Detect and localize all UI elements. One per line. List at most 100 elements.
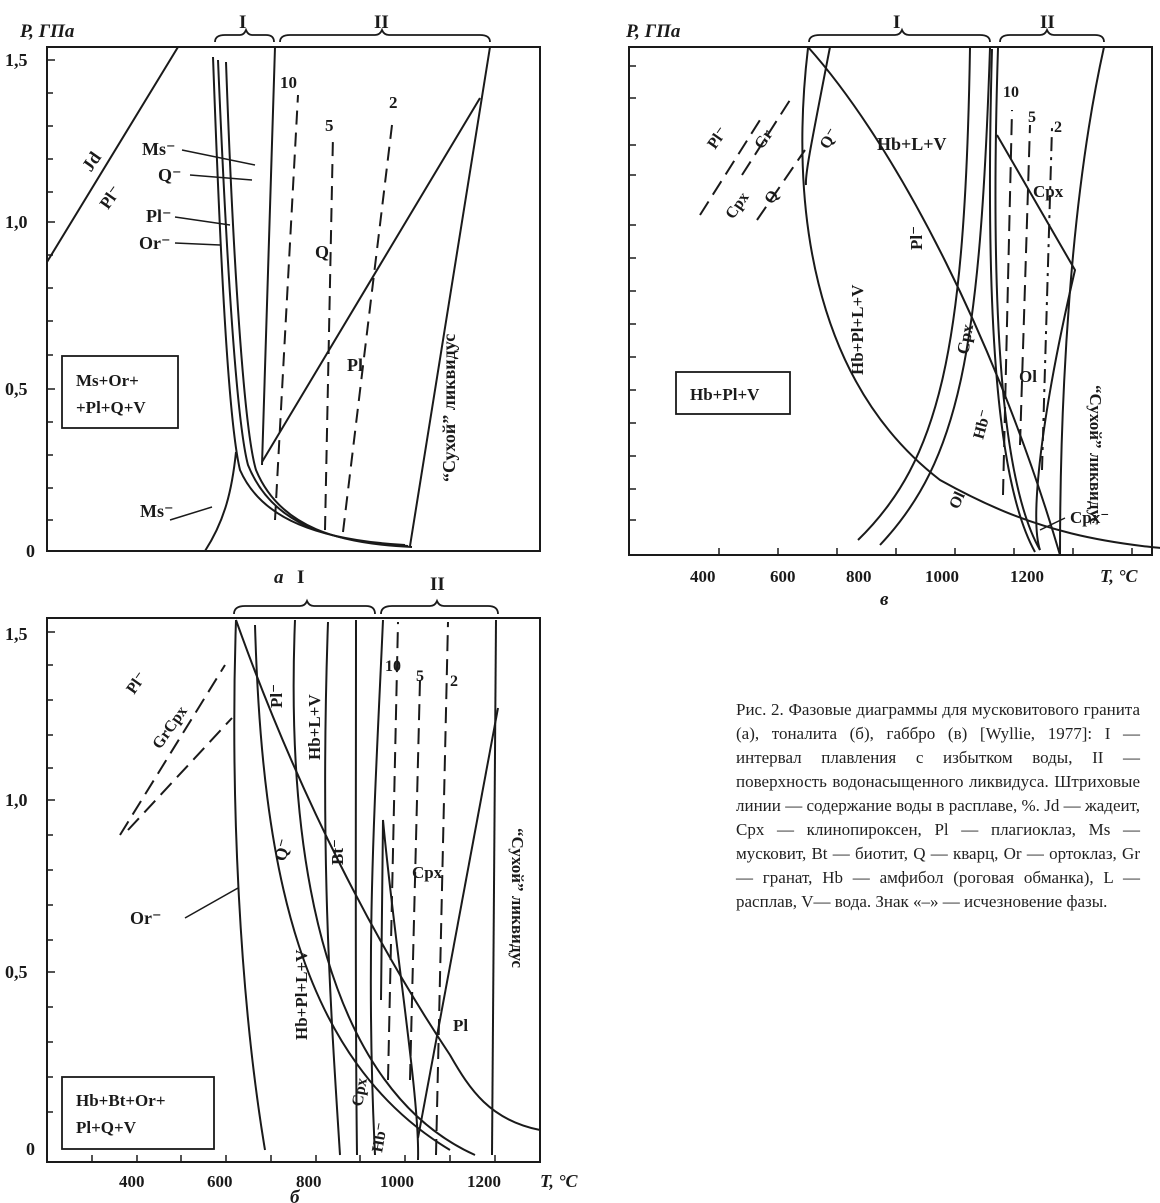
panel-b-dash-2 [127,717,233,831]
panel-v-hb-inner [988,48,1036,553]
panel-v-dash-1 [699,119,761,216]
panel-b-water-2 [435,621,449,1156]
panel-a-leader-pl [174,216,231,226]
panel-a-tick-10: 1,0 [5,212,28,232]
panel-v-cpx-right-label: Cpx [1033,182,1064,201]
panel-b-pl-curve [235,619,541,1131]
panel-v-frame [628,46,1153,556]
panel-a-bracket-ii-label: II [374,12,389,33]
panel-b-tick-10: 1,0 [5,790,28,810]
panel-v-bracket-ii-label: II [1040,12,1055,33]
panel-v-water-5 [1019,124,1031,446]
panel-b-tick-15: 1,5 [5,624,28,644]
panel-a-dry-liquidus-label: “Сухой” ликвидус [439,334,459,482]
figure-caption: Рис. 2. Фазовые диаграммы для мусковитов… [736,700,1140,911]
panel-v-water-2-label: 2 [1054,119,1062,136]
panel-b-bt-label: Bt⁻ [328,839,347,865]
panel-v-box-line1: Hb+Pl+V [690,385,760,404]
panel-a-water-5-label: 5 [325,116,334,135]
panel-v-t-label: T, °C [1100,566,1139,586]
panel-b-pl-left-label: Pl⁻ [123,669,150,697]
panel-b-tick-05: 0,5 [5,962,28,982]
panel-b [46,598,541,1163]
panel-b-y-ticks [47,631,55,1113]
panel-v-ol2-label: Ol [1019,367,1037,386]
panel-b-liquidus [491,619,497,1156]
panel-a-liquidus [409,46,491,547]
panel-b-water-5-label: 5 [416,668,424,685]
panel-a-water-10 [274,94,299,521]
panel-b-cpx-label: Cpx [349,1077,371,1108]
panel-v-assemblage-box [675,371,791,415]
panel-a-ms-low-label: Ms⁻ [140,501,174,521]
panel-v-water-10 [1002,109,1013,496]
panel-b-grcpx-label: GrCpx [149,703,190,752]
panel-b-cpx-right-label: Cpx [412,863,443,882]
panel-b-water-5 [409,679,421,1081]
panel-v-t-1200: 1200 [1010,567,1044,586]
panel-a-water-2 [342,124,393,533]
panel-a-jd-curve [46,46,179,263]
panel-b-t-400: 400 [119,1172,145,1191]
panel-v-water-10-label: 10 [1003,84,1019,101]
panel-b-bracket-ii [380,598,499,615]
panel-a-bracket-i-label: I [239,12,246,33]
panel-b-t-label: T, °C [540,1171,579,1191]
panel-v-hbpllv-label: Hb+Pl+L+V [848,284,867,375]
panel-b-water-2-label: 2 [450,673,458,690]
panel-a-ms-label: Ms⁻ [142,139,176,159]
panel-b-or-curve [233,619,266,1151]
panel-a-tick-15: 1,5 [5,50,28,70]
panel-b-x-ticks [91,1155,496,1162]
panel-v-bracket-i [808,27,991,43]
panel-v-bracket-i-label: I [893,12,900,33]
panel-b-dry-liquidus-label: “Сухой” ликвидус [508,828,527,968]
panel-b-t-1000: 1000 [380,1172,414,1191]
panel-v-t-1000: 1000 [925,567,959,586]
panel-v-cpx-mid-label: Cpx [953,322,977,356]
panel-v-cpx-curve-1 [857,47,971,541]
panel-b-tick-0: 0 [26,1139,35,1159]
panel-a-water-2-label: 2 [389,93,398,112]
panel-v-ol-label: Ol [946,489,969,512]
panel-b-hb-label: Hb⁻ [369,1121,391,1153]
panel-a-water-5 [324,134,334,531]
panel-v [628,27,1160,556]
panel-b-hblv-curve [324,621,341,1156]
panel-a-tick-0: 0 [26,541,35,561]
panel-a-frame [46,46,541,552]
panel-a-y-ticks [47,59,55,521]
panel-a-q-curve [225,61,413,548]
panel-b-leader-or [184,887,239,919]
panel-b-assemblage-box [61,1076,215,1150]
panel-a-leader-ms [181,149,256,166]
panel-b-hbpllv-label: Hb+Pl+L+V [292,949,311,1040]
panel-a-pl-boundary [261,97,481,463]
panel-a-ms-low-curve [204,451,237,552]
panel-v-leader-cpx [1039,517,1066,531]
panel-v-t-600: 600 [770,567,796,586]
panel-v-bracket-ii [999,27,1105,43]
panel-v-ol-curve [996,134,1077,551]
panel-v-p-label: P, ГПа [625,21,681,42]
panel-v-cpx-low-label: Cpx⁻ [1070,508,1109,527]
panel-a-letter: а [274,567,284,588]
panel-v-hblv-label: Hb+L+V [877,134,947,154]
panel-b-text: 1,5 1,0 0,5 0 400 600 800 1000 1200 T, °… [5,574,579,1203]
panel-b-q-curve [254,624,451,1151]
panel-b-water-10 [387,621,399,1081]
panel-a-q-label: Q⁻ [158,165,182,185]
panel-a-jd-label: Jd [78,148,105,175]
panel-b-hblv-label: Hb+L+V [305,694,324,760]
panel-b-pl-top-label: Pl⁻ [267,684,286,708]
panel-a-leader-ms-low [169,506,213,521]
panel-v-t-800: 800 [846,567,872,586]
panel-v-hb-outer [994,47,1041,551]
panel-v-pl-label: Pl⁻ [704,124,731,152]
panel-v-pl-mid-label: Pl⁻ [907,226,926,250]
panel-a-bracket-ii [279,27,491,43]
panel-b-cpx-curve [354,619,358,1156]
panel-a-leader-q [189,174,253,181]
panel-v-q-top-label: Q⁻ [817,125,842,152]
